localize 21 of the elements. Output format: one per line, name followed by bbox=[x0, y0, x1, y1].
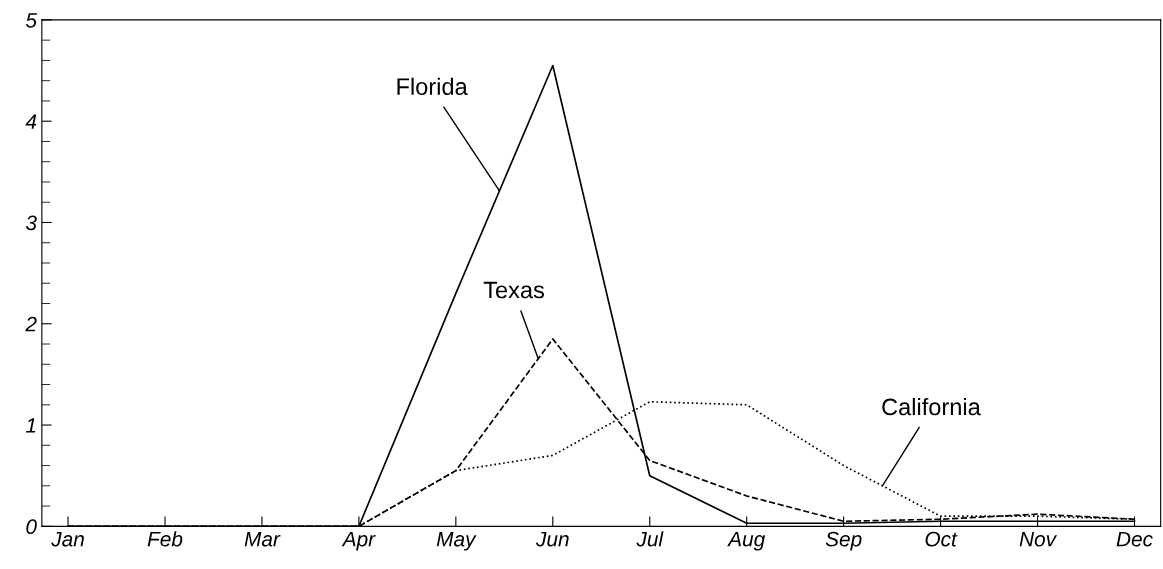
x-tick-label: May bbox=[436, 531, 477, 551]
y-tick-label: 1 bbox=[25, 418, 36, 433]
x-tick-label: Apr bbox=[341, 531, 376, 551]
text: Florida bbox=[397, 77, 468, 96]
x-tick-label: Nov bbox=[1019, 531, 1058, 547]
y-tick-label: 4 bbox=[25, 114, 37, 129]
y-tick-label: 2 bbox=[25, 316, 37, 332]
x-tick-label: Mar bbox=[244, 531, 281, 547]
text: California bbox=[882, 397, 981, 416]
series-label: Texas bbox=[483, 281, 544, 299]
y-tick-label: 0 bbox=[26, 519, 37, 535]
y-tick-label: 5 bbox=[25, 13, 38, 28]
x-tick-label: Oct bbox=[925, 531, 958, 547]
x-tick-label: Sep bbox=[825, 531, 862, 551]
x-tick-label: Dec bbox=[1116, 531, 1153, 547]
y-tick-label: 3 bbox=[25, 215, 37, 231]
x-tick-label: Jul bbox=[636, 531, 664, 547]
x-tick-label: Feb bbox=[147, 531, 183, 547]
x-tick-label: Jan bbox=[51, 531, 84, 547]
x-tick-label: Aug bbox=[727, 531, 766, 551]
x-tick-label: Jun bbox=[535, 531, 569, 547]
